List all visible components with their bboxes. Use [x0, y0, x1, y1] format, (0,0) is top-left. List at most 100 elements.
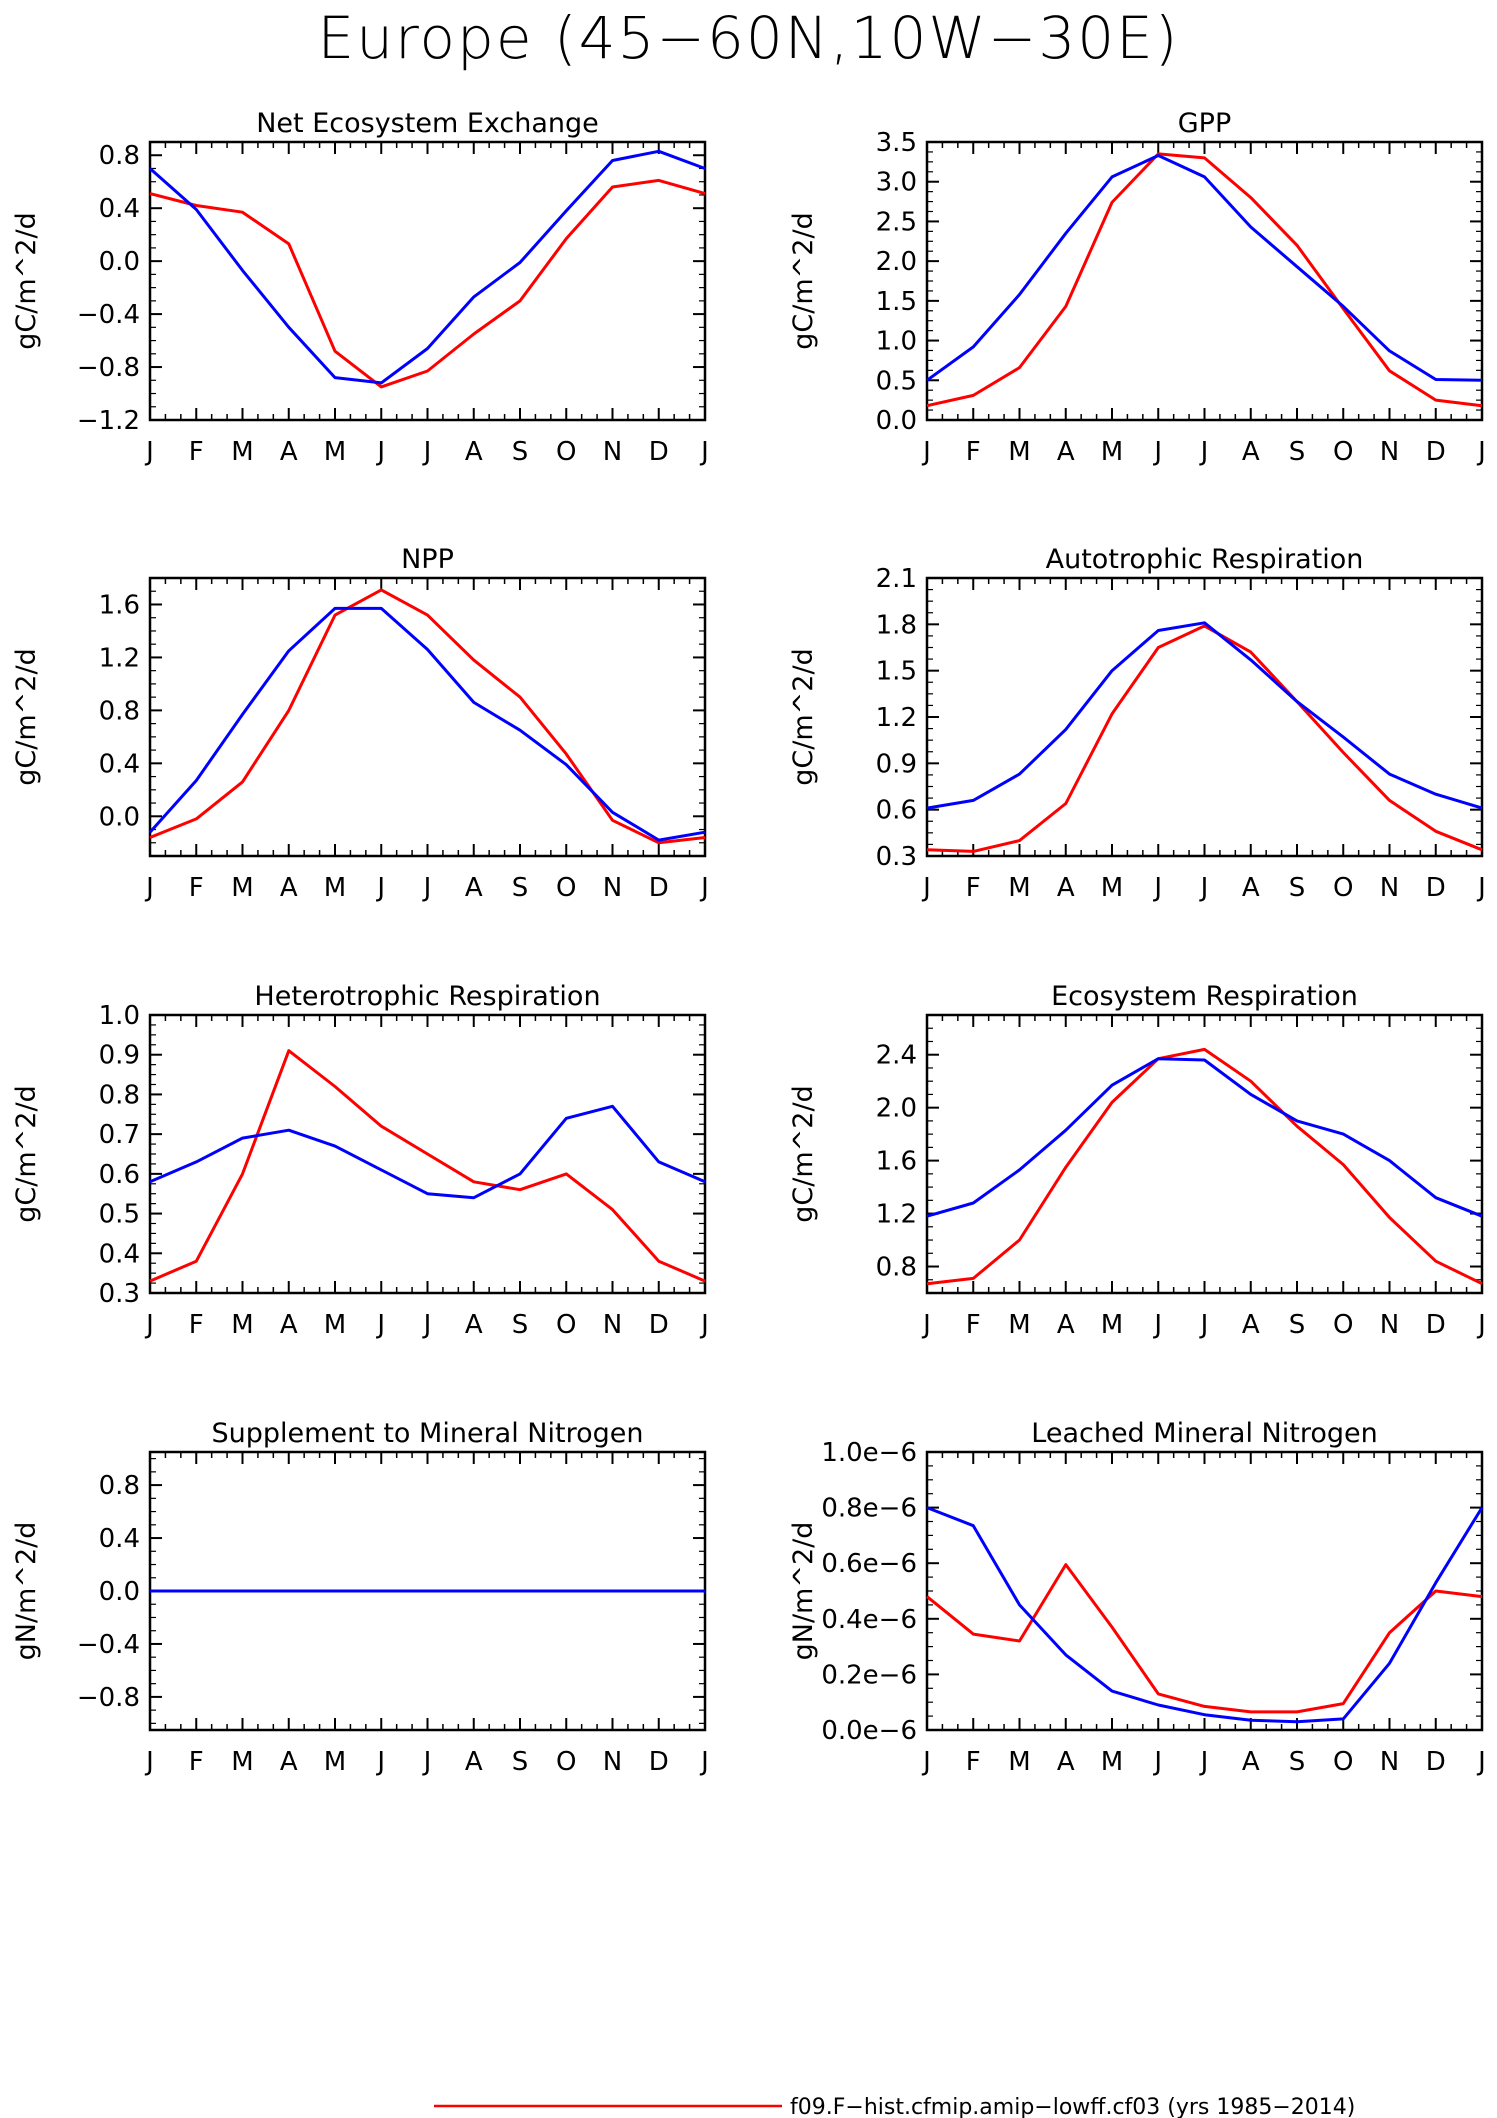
x-tick-label: M	[1101, 1310, 1123, 1340]
x-tick-label: S	[1289, 1310, 1306, 1340]
x-tick-label: F	[966, 437, 981, 467]
x-tick-label: N	[603, 437, 622, 467]
y-tick-label: 0.6	[99, 1160, 140, 1190]
x-tick-label: J	[921, 1747, 931, 1777]
x-tick-label: J	[422, 1310, 432, 1340]
page-title: Europe (45−60N,10W−30E)	[317, 4, 1180, 72]
plot-frame	[148, 140, 707, 422]
x-tick-label: N	[603, 1747, 622, 1777]
x-tick-label: J	[144, 873, 154, 903]
x-tick-label: F	[189, 437, 204, 467]
x-tick-label: J	[699, 1310, 709, 1340]
x-tick-label: A	[280, 1310, 298, 1340]
x-tick-label: O	[556, 1747, 576, 1777]
x-tick-label: M	[1101, 437, 1123, 467]
x-tick-label: J	[144, 437, 154, 467]
series-line-obs	[926, 621, 1483, 810]
plot-frame	[925, 576, 1484, 858]
x-tick-label: J	[1476, 1747, 1486, 1777]
panel-title: GPP	[1178, 108, 1232, 139]
y-axis-label: gC/m^2/d	[11, 1085, 42, 1222]
y-tick-label: 0.8	[99, 696, 140, 726]
panel-title: Ecosystem Respiration	[1051, 981, 1358, 1012]
y-tick-label: 0.8	[99, 1080, 140, 1110]
y-tick-label: 2.5	[876, 207, 917, 237]
y-tick-label: 0.4	[99, 749, 140, 779]
y-tick-label: 1.5	[876, 287, 917, 317]
x-tick-label: A	[1057, 1310, 1075, 1340]
y-tick-label: 0.2e−6	[821, 1660, 917, 1690]
y-tick-label: 1.0	[876, 327, 917, 357]
x-tick-label: F	[189, 1310, 204, 1340]
x-tick-label: M	[1008, 1747, 1030, 1777]
x-tick-label: M	[231, 437, 253, 467]
series-line-obs	[149, 149, 706, 385]
x-tick-label: J	[375, 873, 385, 903]
x-tick-label: A	[1242, 1747, 1260, 1777]
y-tick-label: 2.0	[876, 247, 917, 277]
x-tick-label: N	[603, 873, 622, 903]
x-tick-label: J	[375, 1747, 385, 1777]
x-tick-label: S	[1289, 873, 1306, 903]
series-line-obs	[148, 606, 706, 842]
x-tick-label: D	[1426, 437, 1446, 467]
x-tick-label: S	[1289, 1747, 1306, 1777]
y-tick-label: 1.0e−6	[821, 1438, 917, 1468]
series-line-obs	[926, 154, 1483, 382]
y-tick-label: 0.9	[876, 749, 917, 779]
y-tick-label: 0.6e−6	[821, 1549, 917, 1579]
y-axis-label: gN/m^2/d	[788, 1522, 819, 1661]
y-tick-label: −0.4	[77, 1630, 140, 1660]
x-tick-label: M	[231, 873, 253, 903]
x-tick-label: S	[512, 437, 529, 467]
y-tick-label: 0.4	[99, 1524, 140, 1554]
y-tick-label: 0.8e−6	[821, 1494, 917, 1524]
panel-title: Net Ecosystem Exchange	[256, 108, 599, 139]
x-tick-label: M	[1008, 437, 1030, 467]
y-tick-label: −1.2	[77, 406, 140, 436]
x-tick-label: J	[1476, 1310, 1486, 1340]
x-tick-label: A	[280, 437, 298, 467]
y-tick-label: 0.4	[99, 1239, 140, 1269]
y-tick-label: 0.5	[99, 1200, 140, 1230]
x-tick-label: O	[1333, 1310, 1353, 1340]
x-tick-label: J	[699, 1747, 709, 1777]
x-tick-label: J	[422, 437, 432, 467]
chart-panel: Supplement to Mineral Nitrogen gN/m^2/d J F…	[11, 1418, 709, 1777]
x-tick-label: J	[422, 873, 432, 903]
x-tick-label: J	[1199, 1310, 1209, 1340]
x-tick-label: O	[1333, 1747, 1353, 1777]
panel-title: NPP	[401, 544, 454, 575]
x-tick-label: S	[1289, 437, 1306, 467]
x-tick-label: J	[921, 873, 931, 903]
x-tick-label: D	[1426, 873, 1446, 903]
x-tick-label: O	[556, 1310, 576, 1340]
y-tick-label: 2.0	[876, 1094, 917, 1124]
series-line-model	[926, 624, 1483, 853]
y-axis-label: gN/m^2/d	[11, 1522, 42, 1661]
panel-title: Heterotrophic Respiration	[254, 981, 600, 1012]
y-tick-label: 0.0	[99, 1577, 140, 1607]
series-line-obs	[149, 1104, 706, 1200]
x-tick-label: O	[556, 873, 576, 903]
x-tick-label: M	[324, 437, 346, 467]
x-tick-label: M	[1008, 873, 1030, 903]
x-tick-label: J	[144, 1310, 154, 1340]
x-tick-label: M	[324, 1747, 346, 1777]
x-tick-label: D	[649, 873, 669, 903]
y-tick-label: 0.3	[876, 842, 917, 872]
y-tick-label: −0.8	[77, 353, 140, 383]
x-tick-label: J	[1199, 873, 1209, 903]
y-tick-label: 3.0	[876, 168, 917, 198]
x-tick-label: M	[1101, 1747, 1123, 1777]
x-tick-label: O	[556, 437, 576, 467]
y-tick-label: 0.0e−6	[821, 1716, 917, 1746]
x-tick-label: A	[1057, 1747, 1075, 1777]
y-axis-label: gC/m^2/d	[11, 648, 42, 785]
x-tick-label: J	[921, 437, 931, 467]
x-tick-label: J	[1476, 873, 1486, 903]
